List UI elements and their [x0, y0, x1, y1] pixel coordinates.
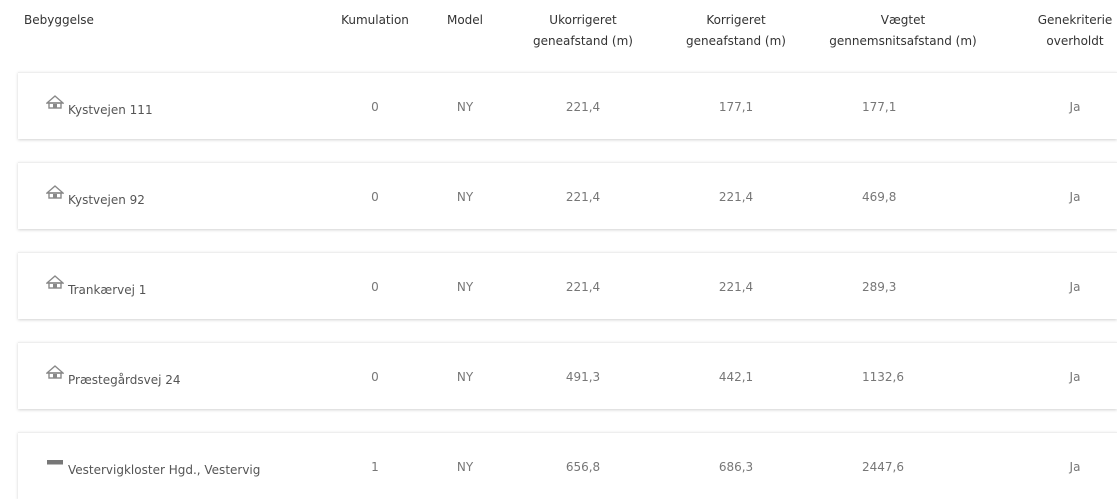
- cell: 491,3: [565, 370, 601, 384]
- column-header: Model: [315, 10, 615, 31]
- cell: 221,4: [565, 190, 601, 204]
- header-line: gennemsnitsafstand (m): [829, 34, 977, 48]
- building-name: Kystvejen 92: [68, 193, 145, 207]
- cell: NY: [456, 100, 474, 114]
- cell: 177,1: [718, 100, 754, 114]
- cell: Ja: [1069, 460, 1081, 474]
- cell: 1: [371, 460, 379, 474]
- header-line: Genekriterie: [1037, 13, 1113, 27]
- building-icon: [47, 460, 63, 465]
- header-line: Vægtet: [880, 13, 926, 27]
- header-line: Model: [446, 13, 484, 27]
- column-header: Korrigeret geneafstand (m): [586, 10, 886, 52]
- header-line: geneafstand (m): [686, 34, 786, 48]
- cell: NY: [456, 280, 474, 294]
- cell: NY: [456, 190, 474, 204]
- cell: 221,4: [718, 280, 754, 294]
- header-line: overholdt: [1046, 34, 1104, 48]
- cell: Ja: [1069, 280, 1081, 294]
- cell: 2447,6: [862, 460, 904, 474]
- row-card: [18, 72, 1117, 139]
- cell: Ja: [1069, 190, 1081, 204]
- building-name: Præstegårdsvej 24: [68, 373, 181, 387]
- cell: 0: [371, 190, 379, 204]
- header-line: Ukorrigeret: [549, 13, 617, 27]
- building-name: Kystvejen 111: [68, 103, 153, 117]
- cell: 221,4: [565, 100, 601, 114]
- column-header: Ukorrigeret geneafstand (m): [433, 10, 733, 52]
- cell: NY: [456, 460, 474, 474]
- column-header: Vægtet gennemsnitsafstand (m): [753, 10, 1053, 52]
- header-line: Korrigeret: [706, 13, 766, 27]
- cell: 221,4: [565, 280, 601, 294]
- header-line: Kumulation: [341, 13, 409, 27]
- cell: 686,3: [718, 460, 754, 474]
- header-line: Bebyggelse: [24, 13, 94, 27]
- header-line: geneafstand (m): [533, 34, 633, 48]
- cell: 1132,6: [862, 370, 904, 384]
- building-icon: [46, 95, 64, 109]
- row-card: [18, 252, 1117, 319]
- row-card: [18, 342, 1117, 409]
- building-icon: [46, 275, 64, 289]
- cell: Ja: [1069, 370, 1081, 384]
- cell: Ja: [1069, 100, 1081, 114]
- cell: 656,8: [565, 460, 601, 474]
- cell: 289,3: [862, 280, 897, 294]
- column-header: Bebyggelse: [24, 10, 94, 31]
- building-name: Trankærvej 1: [68, 283, 147, 297]
- building-icon: [46, 365, 64, 379]
- cell: 221,4: [718, 190, 754, 204]
- row-card: [18, 162, 1117, 229]
- cell: NY: [456, 370, 474, 384]
- cell: 177,1: [862, 100, 897, 114]
- cell: 0: [371, 370, 379, 384]
- building-icon: [46, 185, 64, 199]
- column-header: Genekriterie overholdt: [925, 10, 1117, 52]
- cell: 442,1: [718, 370, 754, 384]
- cell: 0: [371, 100, 379, 114]
- building-name: Vestervigkloster Hgd., Vestervig: [68, 463, 261, 477]
- column-header: Kumulation: [225, 10, 525, 31]
- row-card: [18, 432, 1117, 499]
- cell: 0: [371, 280, 379, 294]
- cell: 469,8: [862, 190, 897, 204]
